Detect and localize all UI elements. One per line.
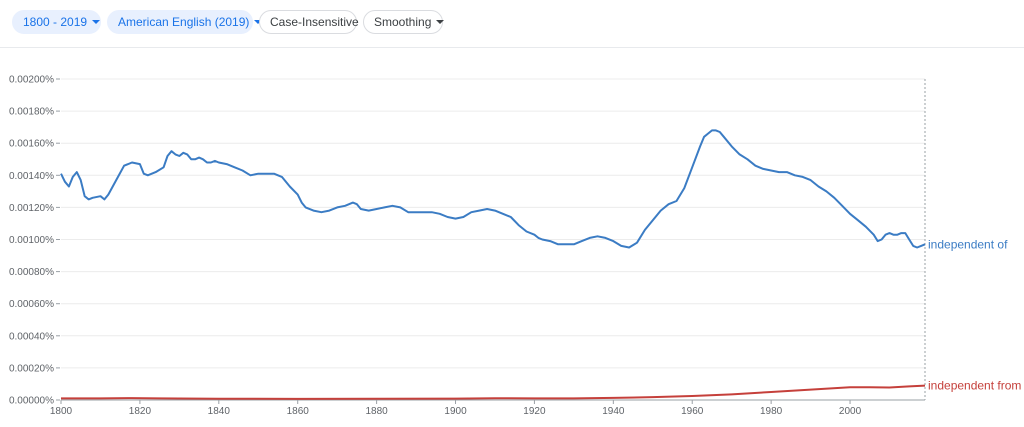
y-tick-label: 0.00060% [9,299,54,310]
toolbar: 1800 - 2019 American English (2019) Case… [0,0,1024,48]
x-tick-label: 1880 [365,406,388,417]
series-label: independent of [928,237,1008,251]
x-tick-label: 1900 [444,406,467,417]
y-tick-label: 0.00140% [9,171,54,182]
y-tick-label: 0.00160% [9,139,54,150]
x-tick-label: 1980 [760,406,783,417]
smoothing-label: Smoothing [374,15,432,29]
y-tick-label: 0.00120% [9,203,54,214]
corpus-label: American English (2019) [118,15,250,29]
x-tick-label: 1800 [50,406,73,417]
series-line [61,384,926,400]
chevron-down-icon [436,19,445,24]
case-insensitive-label: Case-Insensitive [270,15,359,29]
y-tick-label: 0.00000% [9,396,54,407]
x-tick-label: 1840 [208,406,231,417]
x-tick-label: 1920 [523,406,546,417]
y-tick-label: 0.00180% [9,107,54,118]
series-line [60,129,926,249]
y-tick-label: 0.00040% [9,331,54,342]
y-tick-label: 0.00080% [9,267,54,278]
case-insensitive-toggle[interactable]: Case-Insensitive [259,10,359,34]
x-tick-label: 1860 [287,406,310,417]
ngram-line-chart: 0.00000% 0.00020% 0.00040% 0.00060% 0.00080%… [9,75,1021,418]
smoothing-dropdown[interactable]: Smoothing [363,10,445,34]
series-label: independent from [928,379,1021,393]
x-tick-label: 1960 [681,406,704,417]
x-tick-label: 2000 [839,406,862,417]
y-tick-label: 0.00020% [9,363,54,374]
y-tick-label: 0.00200% [9,75,54,86]
year-range-label: 1800 - 2019 [23,15,88,29]
y-tick-label: 0.00100% [9,235,54,246]
x-tick-label: 1940 [602,406,625,417]
corpus-dropdown[interactable]: American English (2019) [107,10,263,34]
year-range-dropdown[interactable]: 1800 - 2019 [12,10,101,34]
x-tick-label: 1820 [129,406,152,417]
chevron-down-icon [92,19,101,24]
chevron-down-icon [254,19,263,24]
